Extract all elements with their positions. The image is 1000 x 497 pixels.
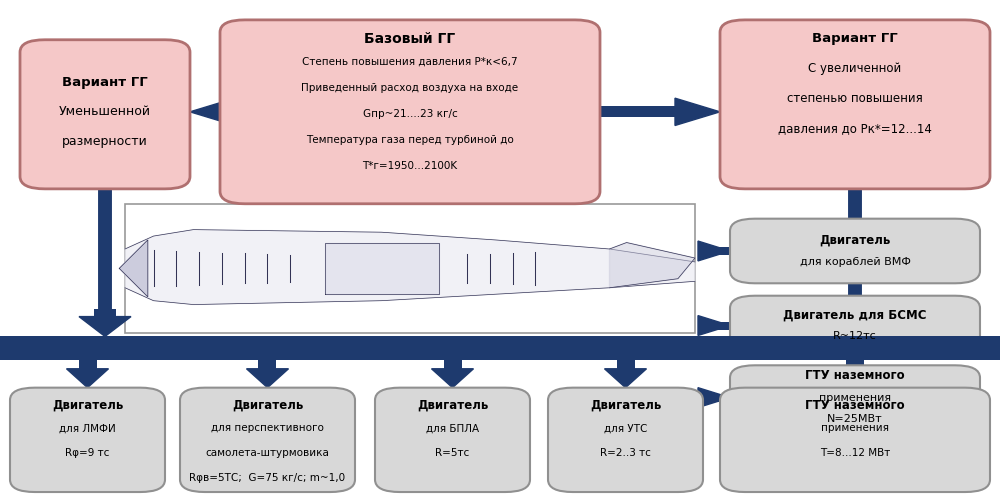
Text: T*г=1950...2100K: T*г=1950...2100K: [362, 161, 458, 170]
Polygon shape: [384, 184, 436, 204]
Text: Степень повышения давления P*к<6,7: Степень повышения давления P*к<6,7: [302, 57, 518, 67]
Text: для перспективного: для перспективного: [211, 423, 324, 433]
Text: Двигатель: Двигатель: [52, 399, 123, 412]
Polygon shape: [698, 241, 730, 261]
FancyBboxPatch shape: [20, 40, 190, 189]
Text: Базовый ГГ: Базовый ГГ: [364, 32, 456, 46]
FancyBboxPatch shape: [0, 336, 1000, 360]
FancyBboxPatch shape: [220, 20, 600, 204]
Text: Вариант ГГ: Вариант ГГ: [812, 32, 898, 45]
Polygon shape: [79, 317, 131, 336]
FancyBboxPatch shape: [730, 365, 980, 430]
Polygon shape: [609, 243, 695, 288]
Polygon shape: [125, 230, 695, 305]
Text: Двигатель: Двигатель: [417, 399, 488, 412]
FancyBboxPatch shape: [730, 219, 980, 283]
Text: самолета-штурмовика: самолета-штурмовика: [206, 448, 329, 458]
Text: R=2..3 тс: R=2..3 тс: [600, 448, 651, 458]
FancyBboxPatch shape: [600, 106, 675, 117]
Text: Уменьшенной: Уменьшенной: [59, 105, 151, 118]
FancyBboxPatch shape: [698, 322, 855, 330]
Text: ГТУ наземного: ГТУ наземного: [805, 369, 905, 382]
Text: применения: применения: [819, 393, 891, 403]
Polygon shape: [324, 243, 438, 294]
FancyBboxPatch shape: [846, 360, 864, 369]
Text: размерности: размерности: [62, 135, 148, 148]
Text: для БПЛА: для БПЛА: [426, 423, 479, 433]
Text: ГТУ наземного: ГТУ наземного: [805, 399, 905, 412]
FancyBboxPatch shape: [720, 20, 990, 189]
Text: применения: применения: [821, 423, 889, 433]
Polygon shape: [190, 98, 235, 125]
Text: Двигатель: Двигатель: [590, 399, 661, 412]
Polygon shape: [66, 369, 108, 388]
FancyBboxPatch shape: [180, 388, 355, 492]
Polygon shape: [675, 98, 720, 125]
FancyBboxPatch shape: [720, 388, 990, 492]
Text: Двигатель: Двигатель: [232, 399, 303, 412]
FancyBboxPatch shape: [698, 394, 855, 402]
Polygon shape: [432, 369, 474, 388]
Text: T=8...12 МВт: T=8...12 МВт: [820, 448, 890, 458]
FancyBboxPatch shape: [220, 106, 235, 117]
FancyBboxPatch shape: [10, 388, 165, 492]
Text: Двигатель для БСМС: Двигатель для БСМС: [783, 308, 927, 321]
FancyBboxPatch shape: [698, 247, 855, 255]
FancyBboxPatch shape: [399, 184, 421, 204]
Text: давления до Pк*=12...14: давления до Pк*=12...14: [778, 122, 932, 135]
Polygon shape: [119, 240, 148, 297]
FancyBboxPatch shape: [258, 360, 276, 369]
FancyBboxPatch shape: [125, 204, 695, 333]
FancyBboxPatch shape: [78, 360, 96, 369]
Text: для ЛМФИ: для ЛМФИ: [59, 423, 116, 433]
Text: Gпр~21....23 кг/с: Gпр~21....23 кг/с: [363, 109, 457, 119]
Polygon shape: [834, 369, 876, 388]
FancyBboxPatch shape: [375, 388, 530, 492]
FancyBboxPatch shape: [730, 296, 980, 355]
Text: для кораблей ВМФ: для кораблей ВМФ: [800, 257, 910, 267]
Text: Вариант ГГ: Вариант ГГ: [62, 76, 148, 88]
Polygon shape: [698, 316, 730, 335]
Polygon shape: [246, 369, 288, 388]
FancyBboxPatch shape: [94, 309, 116, 317]
Polygon shape: [604, 369, 647, 388]
Text: N=25МВт: N=25МВт: [827, 414, 883, 424]
Text: Двигатель: Двигатель: [819, 234, 891, 247]
Text: для УТС: для УТС: [604, 423, 647, 433]
FancyBboxPatch shape: [548, 388, 703, 492]
Text: Приведенный расход воздуха на входе: Приведенный расход воздуха на входе: [301, 83, 519, 93]
Text: Температура газа перед турбиной до: Температура газа перед турбиной до: [306, 135, 514, 145]
Text: степенью повышения: степенью повышения: [787, 92, 923, 105]
FancyBboxPatch shape: [616, 360, 635, 369]
Text: С увеличенной: С увеличенной: [808, 62, 902, 75]
FancyBboxPatch shape: [444, 360, 462, 369]
Text: R=5тс: R=5тс: [435, 448, 470, 458]
Text: Rφ=9 тс: Rφ=9 тс: [65, 448, 110, 458]
Text: R~12тс: R~12тс: [833, 331, 877, 341]
Polygon shape: [698, 388, 730, 408]
Text: Rφв=5ТС;  G=75 кг/с; m~1,0: Rφв=5ТС; G=75 кг/с; m~1,0: [189, 473, 346, 483]
